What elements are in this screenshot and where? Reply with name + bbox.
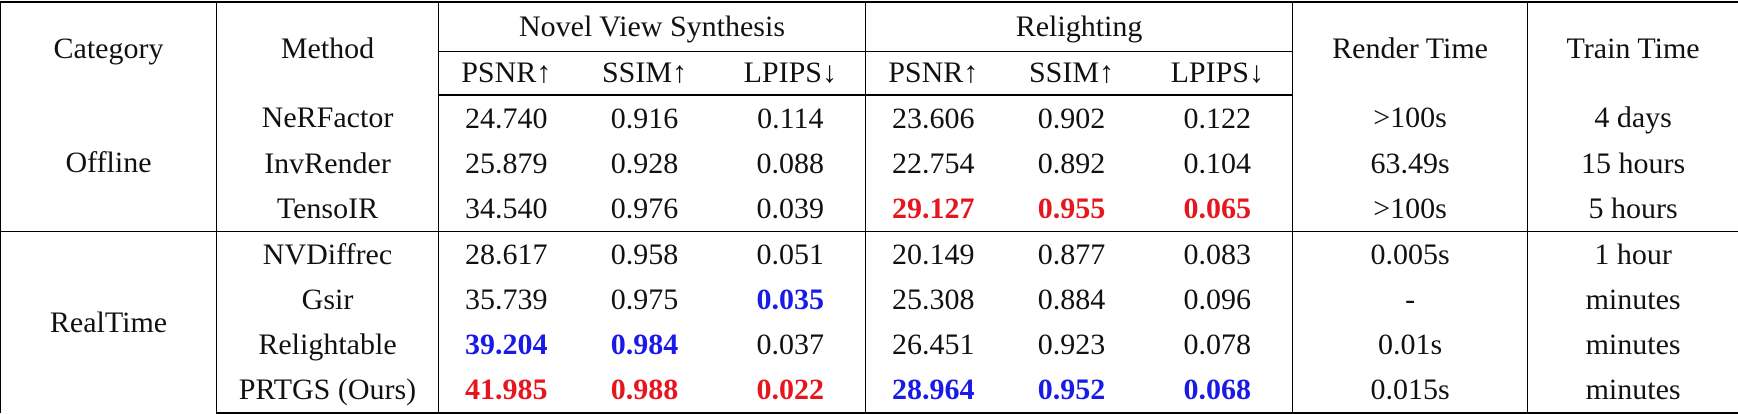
value-cell: - xyxy=(1293,277,1528,322)
value-cell: 0.068 xyxy=(1143,367,1293,413)
value-cell: 0.051 xyxy=(716,232,866,278)
method-cell: NeRFactor xyxy=(217,95,439,141)
method-cell: InvRender xyxy=(217,141,439,186)
category-cell: Offline xyxy=(1,95,217,232)
method-cell: PRTGS (Ours) xyxy=(217,367,439,413)
value-cell: 5 hours xyxy=(1528,186,1738,232)
value-cell: 22.754 xyxy=(866,141,1001,186)
value-cell: 0.975 xyxy=(574,277,716,322)
value-cell: 0.988 xyxy=(574,367,716,413)
value-cell: 0.122 xyxy=(1143,95,1293,141)
value-cell: 0.958 xyxy=(574,232,716,278)
value-cell: 0.923 xyxy=(1001,322,1143,367)
header-cell: Category xyxy=(1,2,217,95)
header-cell: Train Time xyxy=(1528,2,1738,95)
group-title: Novel View Synthesis xyxy=(439,2,866,52)
value-cell: 20.149 xyxy=(866,232,1001,278)
value-cell: minutes xyxy=(1528,367,1738,413)
value-cell: 0.039 xyxy=(716,186,866,232)
group-title: Relighting xyxy=(866,2,1293,52)
header-cell: Method xyxy=(217,2,439,95)
value-cell: 24.740 xyxy=(439,95,574,141)
value-cell: 0.078 xyxy=(1143,322,1293,367)
value-cell: >100s xyxy=(1293,95,1528,141)
value-cell: 1 hour xyxy=(1528,232,1738,278)
column-header: SSIM↑ xyxy=(1001,52,1143,96)
value-cell: 34.540 xyxy=(439,186,574,232)
value-cell: 0.984 xyxy=(574,322,716,367)
value-cell: 0.928 xyxy=(574,141,716,186)
column-header: PSNR↑ xyxy=(866,52,1001,96)
value-cell: 35.739 xyxy=(439,277,574,322)
value-cell: 63.49s xyxy=(1293,141,1528,186)
value-cell: 0.015s xyxy=(1293,367,1528,413)
value-cell: 39.204 xyxy=(439,322,574,367)
value-cell: 0.083 xyxy=(1143,232,1293,278)
column-header: LPIPS↓ xyxy=(716,52,866,96)
category-cell: RealTime xyxy=(1,232,217,414)
value-cell: 0.892 xyxy=(1001,141,1143,186)
value-cell: 0.096 xyxy=(1143,277,1293,322)
method-cell: Gsir xyxy=(217,277,439,322)
value-cell: 0.088 xyxy=(716,141,866,186)
value-cell: 0.065 xyxy=(1143,186,1293,232)
value-cell: 0.976 xyxy=(574,186,716,232)
value-cell: 0.955 xyxy=(1001,186,1143,232)
method-cell: NVDiffrec xyxy=(217,232,439,278)
column-header: LPIPS↓ xyxy=(1143,52,1293,96)
value-cell: 4 days xyxy=(1528,95,1738,141)
value-cell: 0.005s xyxy=(1293,232,1528,278)
value-cell: 23.606 xyxy=(866,95,1001,141)
value-cell: 28.617 xyxy=(439,232,574,278)
value-cell: 15 hours xyxy=(1528,141,1738,186)
value-cell: 0.01s xyxy=(1293,322,1528,367)
value-cell: 0.104 xyxy=(1143,141,1293,186)
column-header: PSNR↑ xyxy=(439,52,574,96)
value-cell: minutes xyxy=(1528,277,1738,322)
value-cell: 0.877 xyxy=(1001,232,1143,278)
value-cell: 0.037 xyxy=(716,322,866,367)
value-cell: 0.916 xyxy=(574,95,716,141)
value-cell: 0.114 xyxy=(716,95,866,141)
value-cell: minutes xyxy=(1528,322,1738,367)
value-cell: 0.884 xyxy=(1001,277,1143,322)
value-cell: >100s xyxy=(1293,186,1528,232)
method-cell: TensoIR xyxy=(217,186,439,232)
value-cell: 0.952 xyxy=(1001,367,1143,413)
header-cell: Render Time xyxy=(1293,2,1528,95)
value-cell: 0.035 xyxy=(716,277,866,322)
value-cell: 29.127 xyxy=(866,186,1001,232)
value-cell: 25.308 xyxy=(866,277,1001,322)
value-cell: 28.964 xyxy=(866,367,1001,413)
value-cell: 26.451 xyxy=(866,322,1001,367)
column-header: SSIM↑ xyxy=(574,52,716,96)
method-cell: Relightable xyxy=(217,322,439,367)
value-cell: 0.902 xyxy=(1001,95,1143,141)
value-cell: 0.022 xyxy=(716,367,866,413)
value-cell: 41.985 xyxy=(439,367,574,413)
value-cell: 25.879 xyxy=(439,141,574,186)
